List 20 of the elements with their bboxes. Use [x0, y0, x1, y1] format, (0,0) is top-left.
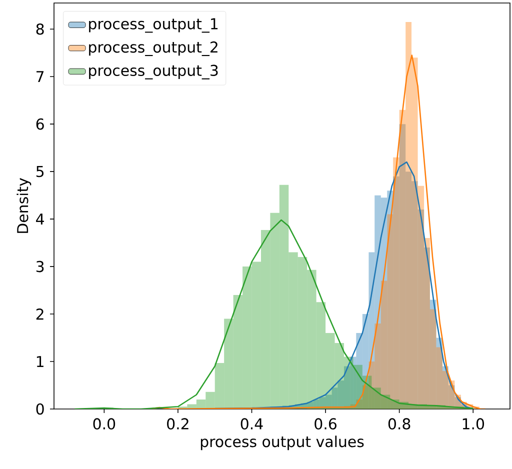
y-axis-title: Density: [16, 178, 32, 233]
x-tick-label: 0.4: [240, 418, 263, 430]
y-tick-label: 3: [36, 260, 44, 272]
y-tick-label: 5: [36, 166, 44, 178]
x-tick-label: 1.0: [462, 418, 484, 430]
x-tick-label: 0.6: [314, 418, 336, 430]
legend-label: process_output_2: [89, 41, 218, 56]
x-axis-title: process output values: [200, 436, 364, 450]
y-tick-label: 8: [36, 23, 44, 35]
y-tick-label: 4: [36, 214, 44, 224]
y-tick-label: 2: [36, 308, 44, 320]
x-tick-label: 0.2: [167, 418, 188, 430]
y-tick-label: 6: [36, 118, 44, 130]
x-tick-label: 0.0: [93, 418, 116, 430]
legend-label: process_output_1: [89, 18, 218, 33]
y-tick-label: 1: [36, 356, 44, 367]
legend-label: process_output_3: [89, 64, 218, 80]
x-tick-label: 0.8: [388, 418, 410, 430]
y-tick-label: 0: [36, 403, 44, 415]
y-tick-label: 7: [36, 71, 44, 82]
